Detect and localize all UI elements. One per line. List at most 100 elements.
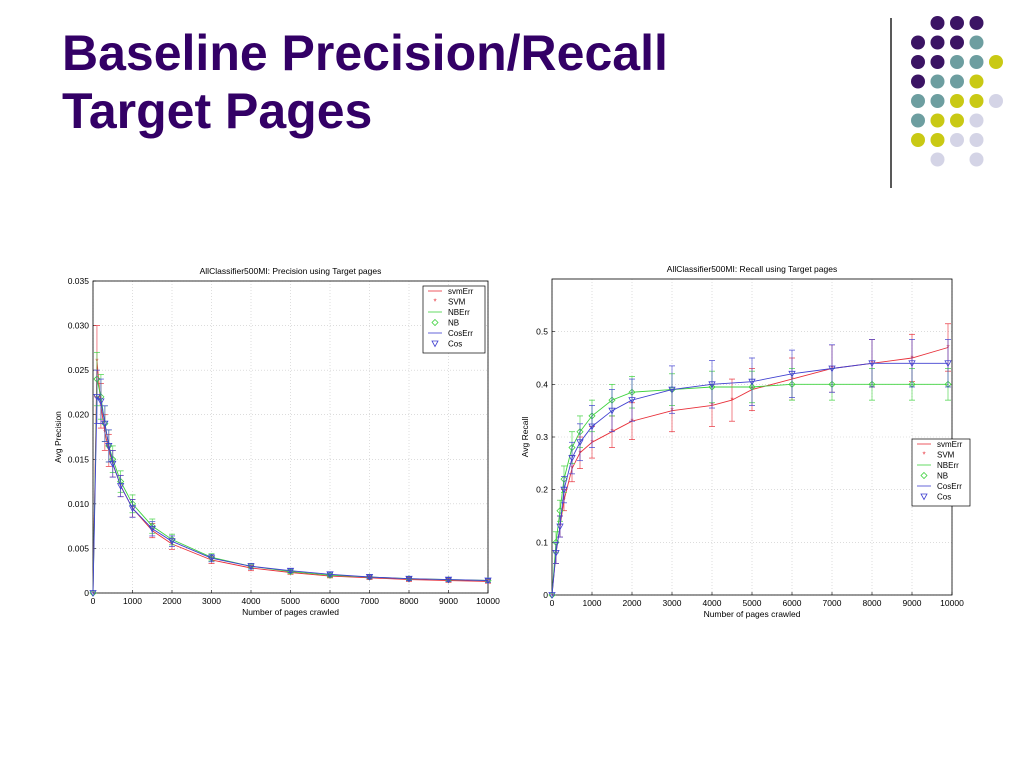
legend-entry: NBErr xyxy=(448,308,470,317)
decor-dot xyxy=(930,74,945,89)
slide-title-line1: Baseline Precision/Recall xyxy=(62,25,668,81)
x-tick-label: 2000 xyxy=(623,598,642,608)
y-tick-label: 0.010 xyxy=(68,499,90,509)
decor-dot xyxy=(911,35,925,50)
x-tick-label: 4000 xyxy=(242,596,261,606)
marker-triangle xyxy=(116,483,125,490)
y-tick-label: 0.005 xyxy=(68,543,90,553)
marker-triangle xyxy=(148,525,156,533)
marker-triangle xyxy=(431,340,439,348)
x-tick-label: 4000 xyxy=(703,598,722,608)
decor-dot xyxy=(969,16,984,30)
x-tick-label: 9000 xyxy=(439,596,458,606)
marker-star: * xyxy=(922,451,925,460)
decor-dot xyxy=(950,133,964,147)
marker-triangle xyxy=(908,360,916,368)
y-tick-label: 0 xyxy=(543,590,548,600)
y-axis-label: Avg Precision xyxy=(53,411,63,463)
x-tick-label: 7000 xyxy=(360,596,379,606)
x-tick-label: 6000 xyxy=(783,598,802,608)
x-tick-label: 1000 xyxy=(583,598,602,608)
x-axis-label: Number of pages crawled xyxy=(704,609,801,619)
marker-triangle xyxy=(576,439,584,447)
y-tick-label: 0.020 xyxy=(68,410,90,420)
legend-entry: NB xyxy=(448,319,459,328)
x-tick-label: 5000 xyxy=(281,596,300,606)
marker-triangle xyxy=(168,538,176,546)
decor-dot xyxy=(911,55,925,69)
marker-star: * xyxy=(433,298,436,307)
decor-dot xyxy=(911,113,925,128)
legend-entry: CosErr xyxy=(448,329,473,338)
x-tick-label: 10000 xyxy=(940,598,964,608)
decor-dot xyxy=(930,94,945,108)
x-tick-label: 3000 xyxy=(663,598,682,608)
marker-triangle xyxy=(89,590,97,597)
y-tick-label: 0.015 xyxy=(68,454,90,464)
slide-title: Baseline Precision/Recall Target Pages xyxy=(62,24,668,140)
decor-dot xyxy=(969,94,984,108)
chart-title: AllClassifier500MI: Recall using Target … xyxy=(667,264,837,274)
decor-dot xyxy=(950,16,964,30)
legend-entry: SVM xyxy=(448,298,466,307)
precision-chart: 0 1000 2000 3000 4000 5000 6000 7000 8000 9000 100… xyxy=(53,266,500,617)
x-tick-label: 5000 xyxy=(743,598,762,608)
marker-triangle xyxy=(105,443,113,450)
marker-triangle xyxy=(128,505,137,513)
marker-triangle xyxy=(444,576,453,584)
decor-dot xyxy=(950,74,964,89)
marker-triangle xyxy=(920,493,928,501)
marker-diamond xyxy=(431,318,439,327)
marker-triangle xyxy=(588,423,596,431)
series-cos xyxy=(548,339,952,599)
marker-triangle xyxy=(484,577,492,585)
y-tick-label: 0.025 xyxy=(68,365,90,375)
y-tick-label: 0.035 xyxy=(68,276,90,286)
marker-triangle xyxy=(944,360,952,368)
series-line xyxy=(92,361,489,594)
marker-star: * xyxy=(610,428,613,437)
marker-diamond xyxy=(908,380,916,388)
chart-title: AllClassifier500MI: Precision using Targ… xyxy=(200,266,382,276)
decor-dot xyxy=(950,113,964,128)
decor-dot xyxy=(950,35,964,50)
x-tick-label: 8000 xyxy=(863,598,882,608)
marker-triangle xyxy=(97,398,105,406)
marker-star: * xyxy=(630,417,633,426)
decor-dot xyxy=(950,55,964,69)
legend-entry: NBErr xyxy=(937,461,959,470)
legend-entry: svmErr xyxy=(937,440,963,449)
decor-dot xyxy=(989,55,1003,69)
recall-chart: 0 1000 2000 3000 4000 5000 6000 7000 8000 9000 100… xyxy=(520,264,971,619)
legend-box xyxy=(422,285,486,354)
series-line xyxy=(92,395,489,594)
marker-diamond xyxy=(920,471,928,480)
decor-dot xyxy=(930,133,945,147)
marker-triangle xyxy=(405,575,413,583)
decor-dot xyxy=(911,94,925,108)
decor-dot xyxy=(969,133,984,147)
decorative-dot-grid xyxy=(890,16,1003,188)
marker-star: * xyxy=(730,396,733,405)
x-tick-label: 10000 xyxy=(476,596,500,606)
x-tick-label: 1000 xyxy=(123,596,142,606)
x-tick-label: 8000 xyxy=(400,596,419,606)
marker-triangle xyxy=(109,460,117,468)
marker-triangle xyxy=(93,393,101,401)
marker-star: * xyxy=(550,591,553,600)
decor-dot xyxy=(969,55,984,69)
series-cos xyxy=(89,369,492,597)
marker-triangle xyxy=(608,407,616,415)
marker-triangle xyxy=(556,523,564,531)
decor-dot xyxy=(911,74,925,89)
marker-triangle xyxy=(788,370,796,378)
x-tick-label: 9000 xyxy=(903,598,922,608)
decor-dot xyxy=(930,35,945,50)
decor-dot xyxy=(911,133,925,147)
decor-dot xyxy=(930,55,945,69)
marker-star: * xyxy=(91,589,94,598)
marker-triangle xyxy=(748,378,756,386)
legend-entry: Cos xyxy=(448,340,462,349)
